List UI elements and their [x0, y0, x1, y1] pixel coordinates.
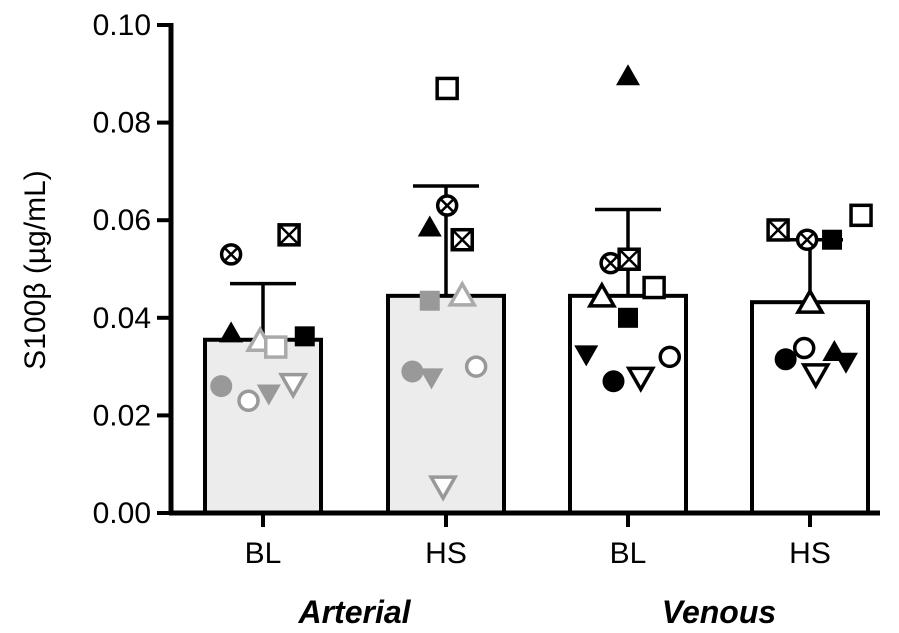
point-1-5-triangle-open-icon — [447, 280, 478, 307]
point-0-2-triangle-icon — [219, 321, 244, 343]
point-0-3-square-icon — [294, 326, 315, 347]
point-2-6-triangle-down-icon — [574, 345, 599, 367]
point-3-8-triangle-down-icon — [833, 352, 858, 374]
x-tick-label-0: BL — [245, 537, 282, 570]
point-2-4-square-open-icon — [642, 275, 666, 300]
y-tick-label-0: 0.00 — [93, 497, 151, 530]
point-1-9-triangle-down-open-icon — [428, 475, 459, 502]
point-1-0-square-open-icon — [435, 76, 459, 101]
point-1-3-square-x-icon — [450, 227, 474, 252]
bar-3 — [750, 300, 870, 515]
y-tick-label-1: 0.02 — [93, 399, 151, 432]
y-tick-label-5: 0.10 — [93, 9, 151, 42]
point-2-2-square-x-icon — [617, 247, 641, 271]
point-3-1-circle-cross-icon — [795, 228, 819, 251]
point-3-4-triangle-open-icon — [794, 287, 826, 314]
point-1-7-triangle-down-icon — [419, 368, 444, 390]
point-1-4-square-icon — [419, 290, 440, 311]
point-3-6-circle-icon — [774, 348, 797, 371]
x-tick-label-1: HS — [425, 537, 467, 570]
point-2-7-circle-icon — [602, 370, 625, 393]
point-2-9-circle-open-icon — [658, 345, 682, 369]
group-label-arterial: Arterial — [297, 594, 411, 630]
point-0-6-circle-icon — [210, 375, 233, 398]
group-label-venous: Venous — [662, 594, 776, 630]
bar-0 — [203, 337, 323, 516]
point-3-0-square-x-icon — [766, 218, 790, 242]
point-2-1-circle-cross-icon — [599, 251, 622, 275]
y-tick-label-3: 0.06 — [93, 204, 151, 237]
y-axis-title: S100β (µg/mL) — [19, 170, 52, 370]
x-tick-label-3: HS — [789, 537, 831, 570]
point-0-1-square-x-icon — [277, 223, 301, 247]
point-2-5-square-icon — [618, 307, 638, 328]
point-3-9-triangle-down-open-icon — [800, 363, 831, 390]
x-tick-label-2: BL — [610, 537, 647, 570]
point-2-8-triangle-down-open-icon — [625, 366, 656, 393]
point-2-3-triangle-open-icon — [586, 281, 617, 308]
y-tick-label-4: 0.08 — [93, 107, 151, 140]
point-3-3-square-open-icon — [849, 203, 873, 228]
point-1-6-circle-icon — [401, 360, 424, 383]
point-0-9-triangle-down-open-icon — [278, 372, 309, 400]
point-0-7-circle-open-icon — [237, 389, 260, 413]
bar-2 — [568, 293, 688, 515]
axes-layer: 0.00 0.02 0.04 0.06 0.08 0.10 BL HS BL HS Arterial… — [93, 9, 880, 630]
point-3-5-circle-open-icon — [792, 336, 816, 360]
point-1-1-circle-cross-icon — [435, 194, 459, 217]
point-3-2-square-icon — [822, 229, 843, 250]
point-0-0-circle-cross-icon — [219, 243, 243, 266]
point-0-8-triangle-down-icon — [256, 384, 281, 406]
data-points-layer — [210, 64, 873, 502]
y-tick-label-2: 0.04 — [93, 302, 151, 335]
point-0-5-square-open-icon — [264, 335, 288, 359]
point-2-0-triangle-icon — [616, 64, 640, 86]
point-1-2-triangle-icon — [417, 215, 442, 237]
point-1-8-circle-open-icon — [464, 355, 488, 378]
